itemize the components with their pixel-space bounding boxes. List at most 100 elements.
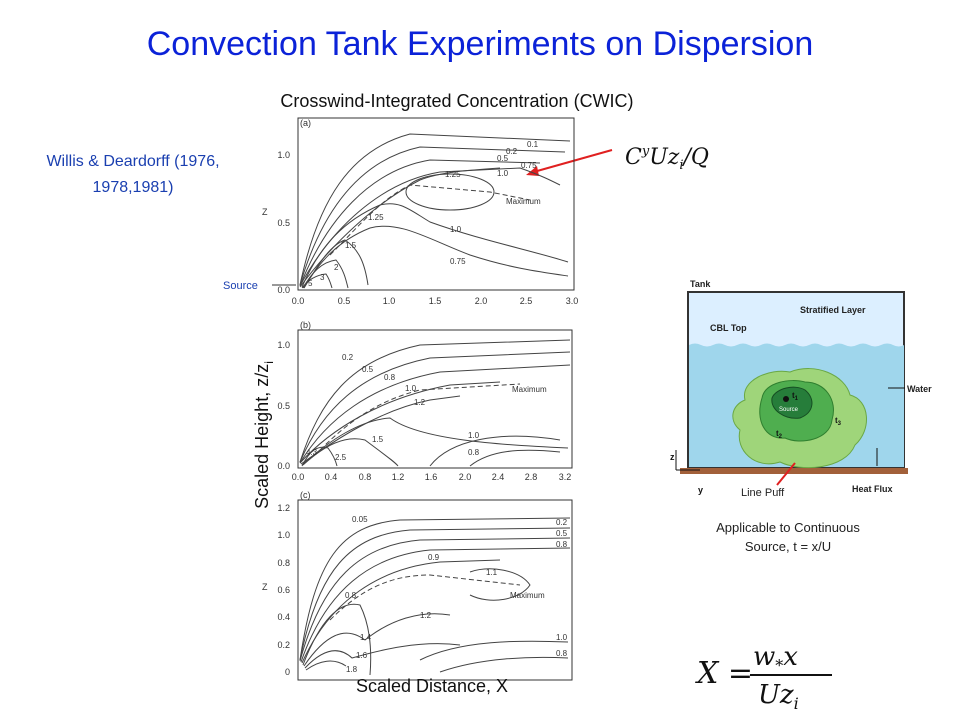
- contours: [299, 133, 571, 289]
- tick-label: 1.2: [277, 503, 290, 513]
- tank-label: Tank: [690, 279, 711, 289]
- contour-label: 0.2: [342, 353, 354, 362]
- contour-line: [301, 203, 569, 288]
- tank-label: Source: [779, 407, 799, 413]
- contour-label: 1.4: [360, 633, 372, 642]
- contour-line: [469, 449, 561, 467]
- contour-line: [429, 435, 561, 467]
- y-axis-label: Scaled Height, z/zi: [252, 361, 276, 509]
- contour-label: 2: [334, 263, 339, 272]
- plot-frame: [297, 499, 573, 681]
- tick-label: 0.5: [277, 401, 290, 411]
- contour-label: 0.5: [556, 529, 568, 538]
- tick-label: 0.0: [292, 296, 305, 306]
- contour-line: [329, 184, 531, 256]
- contour-label: 1.6: [356, 651, 368, 660]
- contours: [299, 517, 571, 676]
- tick-label: 0.5: [338, 296, 351, 306]
- tank-label: t1: [792, 391, 799, 402]
- equation: X = w*x Uzi: [695, 642, 832, 713]
- tick-label: 0.4: [277, 612, 290, 622]
- contour-label: 1.0: [405, 384, 417, 393]
- contour-line: [299, 146, 566, 286]
- tick-label: 0.8: [277, 558, 290, 568]
- contour-label: 0.05: [352, 515, 368, 524]
- text-part: Uz: [649, 145, 680, 170]
- tick-label: 0.0: [277, 285, 290, 295]
- contour-line: [299, 364, 571, 464]
- contour-label: Maximum: [512, 385, 547, 394]
- tick-label: 1.0: [277, 150, 290, 160]
- tank-diagram: [675, 291, 908, 486]
- text-part: i: [262, 361, 276, 364]
- shape: [405, 173, 495, 211]
- text-part: X =: [695, 656, 753, 691]
- contour-label: 0.75: [521, 161, 537, 170]
- text-part: i: [679, 158, 683, 173]
- text-part: 3: [838, 421, 842, 427]
- tank-label: t2: [776, 429, 783, 440]
- contours: [299, 339, 571, 467]
- tank-label: Water: [907, 384, 932, 394]
- contour-line: [299, 167, 501, 288]
- formula: CyUzi/Q: [625, 144, 709, 173]
- contour-line: [301, 273, 333, 289]
- subtitle: Crosswind-Integrated Concentration (CWIC…: [280, 91, 633, 111]
- tick-label: 2.5: [520, 296, 533, 306]
- tick-label: 2.4: [492, 472, 505, 482]
- panel-label: (a): [300, 118, 311, 128]
- text-part: 1: [795, 396, 799, 402]
- contour-label: 1.8: [346, 665, 358, 674]
- contour-label: 0.2: [506, 147, 518, 156]
- contour-label: 4.3: [306, 448, 318, 457]
- tick-label: 0: [285, 667, 290, 677]
- text-part: t: [776, 429, 779, 438]
- contour-line: [302, 438, 399, 467]
- contour-line: [303, 239, 369, 289]
- contour-line: [301, 559, 501, 664]
- tick-label: 3.0: [566, 296, 579, 306]
- tick-label: 1.6: [425, 472, 438, 482]
- contour-line: [304, 643, 461, 669]
- tick-label: 0.5: [277, 218, 290, 228]
- contour-label: 2.5: [335, 453, 347, 462]
- tick-label: 0.2: [277, 640, 290, 650]
- contour-line: [302, 259, 349, 289]
- shape: [776, 462, 796, 486]
- contour-label: 0.75: [450, 257, 466, 266]
- contour-line: [302, 603, 372, 676]
- note: Source, t = x/U: [745, 539, 831, 554]
- contour-label: 1.25: [445, 170, 461, 179]
- contour-label: 0.8: [556, 540, 568, 549]
- note: Applicable to Continuous: [716, 520, 860, 535]
- contour-line: [305, 660, 347, 671]
- contour-label: 0.5: [497, 154, 509, 163]
- contour-line: [299, 133, 571, 286]
- contour-line: [301, 446, 338, 467]
- title: Convection Tank Experiments on Dispersio…: [147, 25, 814, 63]
- source-label: Source: [223, 280, 258, 292]
- tick-label: 1.0: [277, 530, 290, 540]
- contour-line: [299, 537, 571, 662]
- contour-line: [771, 386, 813, 419]
- contour-line: [301, 417, 569, 466]
- contour-label: 0.8: [384, 373, 396, 382]
- tick-label: 1.0: [383, 296, 396, 306]
- contour-line: [300, 547, 571, 663]
- contour-line: [319, 383, 521, 451]
- contour-label: 5: [308, 279, 313, 288]
- contour-label: 1.0: [497, 169, 509, 178]
- citation: 1978,1981): [93, 179, 174, 196]
- tick-label: 2.8: [525, 472, 538, 482]
- contour-label: 1.5: [372, 435, 384, 444]
- text-part: z: [779, 680, 794, 710]
- contour-line: [439, 656, 569, 673]
- contour-label: 0.8: [345, 591, 357, 600]
- citation: Willis & Deardorff (1976,: [46, 153, 219, 170]
- tank-label: z: [670, 452, 675, 462]
- text-part: Scaled Height, z/z: [252, 364, 272, 509]
- tick-label: 1.2: [392, 472, 405, 482]
- contour-label: 0.2: [556, 518, 568, 527]
- contour-label: 0.8: [556, 649, 568, 658]
